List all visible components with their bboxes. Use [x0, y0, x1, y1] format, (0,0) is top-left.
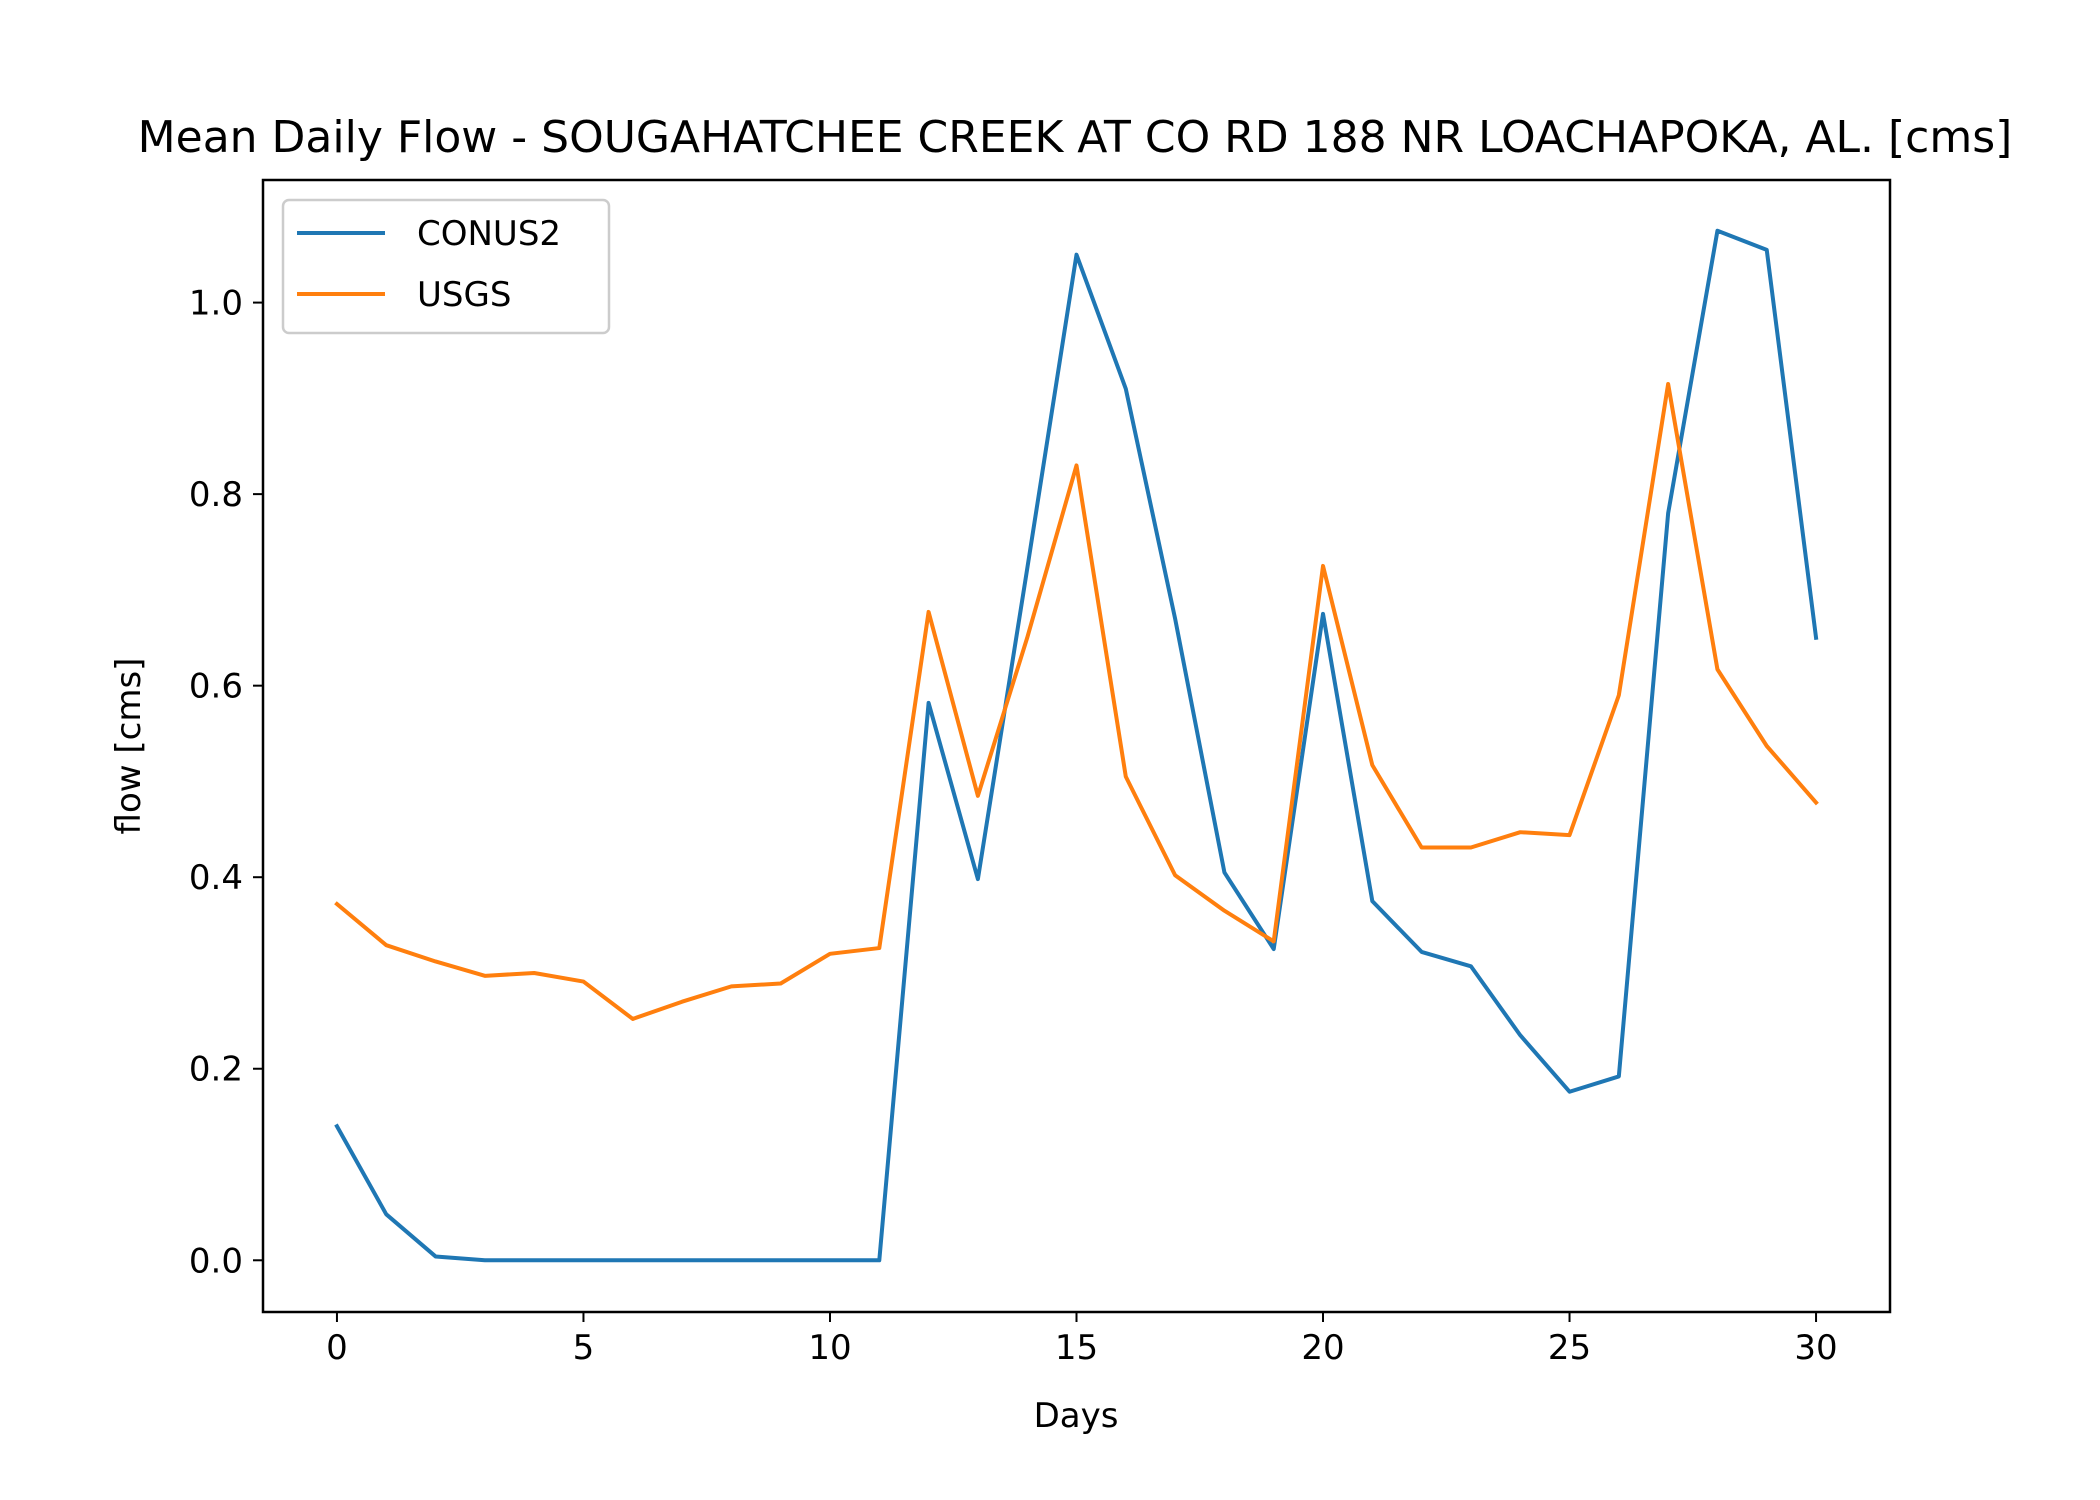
series-line-conus2 — [334, 228, 1819, 1263]
y-axis-label: flow [cms] — [109, 658, 149, 835]
y-tick-label: 0.4 — [189, 858, 243, 898]
chart-title: Mean Daily Flow - SOUGAHATCHEE CREEK AT … — [138, 112, 2013, 163]
series-line-usgs — [334, 381, 1819, 1021]
legend: CONUS2 USGS — [281, 198, 611, 335]
y-axis: 0.0 0.2 0.4 0.6 0.8 1.0 — [189, 284, 263, 1281]
x-axis: 0 5 10 15 20 25 30 — [326, 1312, 1838, 1368]
x-tick-label: 0 — [326, 1328, 348, 1368]
y-tick-label: 1.0 — [189, 284, 243, 324]
x-tick-label: 5 — [573, 1328, 595, 1368]
series-layer — [334, 228, 1819, 1263]
x-tick-label: 15 — [1055, 1328, 1098, 1368]
y-tick-label: 0.8 — [189, 475, 243, 515]
x-tick-label: 25 — [1548, 1328, 1591, 1368]
x-tick-label: 20 — [1301, 1328, 1344, 1368]
y-tick-label: 0.0 — [189, 1241, 243, 1281]
legend-label-usgs: USGS — [417, 275, 511, 315]
x-axis-label: Days — [1034, 1396, 1119, 1436]
x-tick-label: 10 — [808, 1328, 851, 1368]
plot-area — [263, 180, 1890, 1312]
y-tick-label: 0.2 — [189, 1050, 243, 1090]
y-tick-label: 0.6 — [189, 667, 243, 707]
x-tick-label: 30 — [1794, 1328, 1837, 1368]
legend-label-conus2: CONUS2 — [417, 214, 561, 254]
